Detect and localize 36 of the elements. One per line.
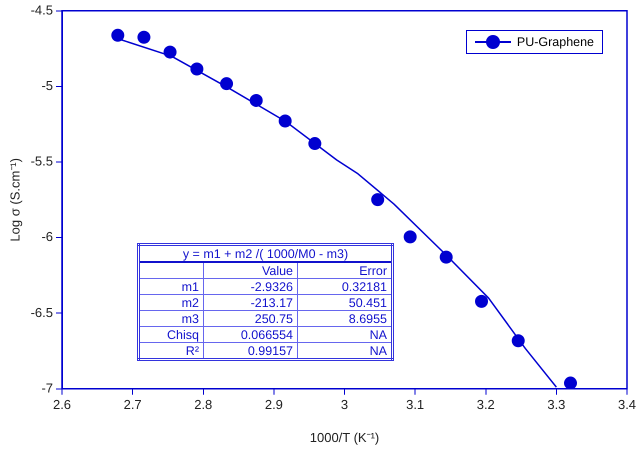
annotation: NA <box>298 342 392 360</box>
annotation: 250.75 <box>204 310 298 326</box>
annotation: m3 <box>138 310 204 326</box>
x-tick-label: 3.1 <box>406 397 424 412</box>
annotation: 0.32181 <box>298 278 392 294</box>
annotation: 50.451 <box>298 294 392 310</box>
y-tick-label: -6 <box>41 229 53 244</box>
annotation: Chisq <box>138 326 204 342</box>
annotation: 8.6955 <box>298 310 392 326</box>
x-tick-label: 3.4 <box>618 397 636 412</box>
legend-label: PU-Graphene <box>516 35 594 49</box>
y-axis-title: Log σ (S.cm⁻¹) <box>7 158 22 242</box>
x-tick-label: 2.6 <box>52 397 72 412</box>
annotation: y = m1 + m2 /( 1000/M0 - m3) <box>138 244 392 262</box>
annotation: NA <box>298 326 392 342</box>
annotation: 0.066554 <box>204 326 298 342</box>
annotation: -2.9326 <box>204 278 298 294</box>
annotation: Error <box>298 262 392 278</box>
annotation: -213.17 <box>204 294 298 310</box>
x-tick-label: 2.8 <box>194 397 212 412</box>
y-tick-label: -7 <box>41 380 53 396</box>
x-tick-label: 2.9 <box>264 397 283 412</box>
annotation: 0.99157 <box>204 342 298 360</box>
y-tick-label: -6.5 <box>30 304 53 320</box>
y-tick-label: -5 <box>41 78 53 93</box>
annotation: Value <box>204 262 298 278</box>
y-tick-label: -4.5 <box>30 2 53 18</box>
annotation: m2 <box>138 294 204 310</box>
x-axis-title: 1000/T (K⁻¹) <box>310 430 380 445</box>
y-tick-label: -5.5 <box>30 154 53 169</box>
x-tick-label: 2.7 <box>124 397 142 412</box>
x-tick-label: 3 <box>340 397 348 412</box>
x-tick-label: 3.3 <box>547 397 566 412</box>
x-tick-label: 3.2 <box>476 397 495 412</box>
annotation: m1 <box>138 278 204 294</box>
annotation: R² <box>138 342 204 360</box>
